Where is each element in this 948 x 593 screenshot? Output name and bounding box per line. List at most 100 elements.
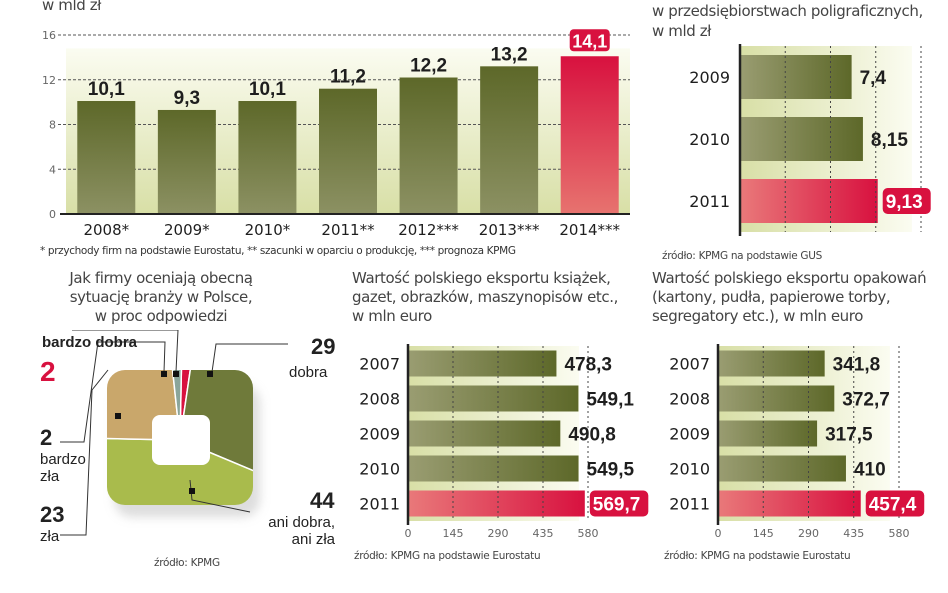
- survey-title-line-1: Jak firmy oceniają obecną: [69, 269, 253, 287]
- x-tick-label: 12: [914, 238, 928, 240]
- bar-value-label: 12,2: [410, 56, 447, 77]
- y-tick-label: 2011: [669, 495, 710, 514]
- survey-title-line-2: sytuację branży w Polsce,: [69, 288, 253, 306]
- books-chart: 0 145 290 435 580 2007 478,3 2008 549,1 2009 490,8…: [359, 344, 649, 540]
- label-dobra: dobra: [289, 364, 328, 381]
- books-title-line-1: Wartość polskiego eksportu książek,: [352, 269, 611, 287]
- bar: [408, 385, 579, 412]
- bar: [399, 77, 458, 214]
- label-bardzo-zla-2: zła: [40, 468, 60, 485]
- leader-bardzo-zla-top: [98, 341, 166, 373]
- x-tick-label: 145: [753, 527, 774, 540]
- poligraf-title-2: w mld zł: [652, 22, 712, 40]
- marker-ani: [189, 488, 195, 494]
- leader-ani: [189, 479, 251, 513]
- slice-bardzo-zla: [158, 370, 185, 441]
- x-tick-label: 9: [872, 238, 879, 240]
- marker-zla: [115, 413, 121, 419]
- y-tick-label: 0: [49, 208, 56, 221]
- y-tick-label: 16: [42, 29, 56, 42]
- y-tick-label: 2009: [669, 425, 710, 444]
- x-tick-label: 145: [443, 527, 464, 540]
- packaging-source: źródło: KPMG na podstawie Eurostatu: [664, 550, 851, 562]
- y-tick-label: 2009: [689, 68, 730, 87]
- x-tick-label: 290: [488, 527, 509, 540]
- bar-value-label: 410: [854, 460, 886, 481]
- x-tick-label: 2009*: [164, 221, 210, 239]
- label-bardzo-zla-1: bardzo: [40, 451, 86, 468]
- bar-value-label: 372,7: [842, 390, 890, 411]
- bar-value-label: 549,5: [587, 460, 635, 481]
- bar-value-label: 9,13: [886, 192, 923, 213]
- revenue-footnote: * przychody firm na podstawie Eurostatu,…: [40, 245, 516, 257]
- bar-value-label: 549,1: [586, 390, 634, 411]
- bar-value-label: 13,2: [491, 44, 528, 65]
- donut-hole: [152, 415, 210, 465]
- bar: [718, 385, 835, 412]
- y-tick-label: 2008: [669, 390, 710, 409]
- bar-value-label: 317,5: [825, 425, 873, 446]
- packaging-title-line-1: Wartość polskiego eksportu opakowań: [652, 269, 927, 287]
- y-tick-label: 2007: [359, 355, 400, 374]
- x-tick-label: 2013***: [479, 221, 540, 239]
- x-tick-label: 580: [889, 527, 910, 540]
- y-tick-label: 8: [49, 119, 56, 132]
- y-tick-label: 2007: [669, 355, 710, 374]
- y-tick-label: 2010: [669, 460, 710, 479]
- marker-bardzo-dobra: [173, 371, 179, 377]
- bar-value-label: 490,8: [568, 425, 616, 446]
- bar-value-label: 11,2: [330, 67, 366, 88]
- leader-zla: [60, 369, 109, 536]
- bar-value-label: 10,1: [88, 79, 125, 100]
- bar: [718, 420, 818, 447]
- value-zla: 23: [40, 502, 65, 527]
- marker-bardzo-zla: [161, 371, 167, 377]
- survey-title-line-3: w proc odpowiedzi: [94, 307, 228, 325]
- bar: [718, 455, 846, 482]
- books-source: źródło: KPMG na podstawie Eurostatu: [354, 550, 541, 562]
- x-tick-label: 0: [715, 527, 722, 540]
- slice-dobra: [179, 370, 253, 505]
- marker-dobra: [207, 371, 213, 377]
- bar-value-label: 457,4: [869, 495, 917, 516]
- x-tick-label: 290: [798, 527, 819, 540]
- label-ani-2: ani zła: [291, 531, 335, 548]
- bar: [718, 490, 861, 517]
- value-dobra: 29: [311, 334, 336, 359]
- bar-value-label: 9,3: [174, 88, 200, 109]
- label-ani-1: ani dobra,: [268, 514, 335, 531]
- bar-value-label: 7,4: [860, 68, 887, 89]
- x-tick-label: 0: [737, 238, 744, 240]
- y-tick-label: 2009: [359, 425, 400, 444]
- leader-bardzo-dobra: [72, 330, 179, 373]
- bar: [560, 56, 619, 214]
- value-badge: [569, 29, 610, 52]
- books-title-line-2: gazet, obrazków, maszynopisów etc.,: [352, 288, 618, 306]
- bar: [740, 117, 863, 161]
- bar: [77, 101, 136, 214]
- slice-zla: [107, 370, 181, 441]
- survey-title: Jak firmy oceniają obecną sytuację branż…: [36, 269, 286, 326]
- packaging-title-line-2: (kartony, pudła, papierowe torby,: [652, 288, 891, 306]
- bar-value-label: 8,15: [871, 130, 908, 151]
- y-tick-label: 2011: [359, 495, 400, 514]
- bar-value-label: 10,1: [249, 79, 286, 100]
- bar: [740, 179, 878, 223]
- bar-value-label: 478,3: [564, 355, 612, 376]
- bar: [408, 350, 557, 377]
- x-tick-label: 2014***: [559, 221, 620, 239]
- x-tick-label: 435: [843, 527, 864, 540]
- y-tick-label: 12: [42, 74, 56, 87]
- y-tick-label: 4: [49, 163, 56, 176]
- bar-value-label: 341,8: [833, 355, 881, 376]
- x-tick-label: 6: [827, 238, 834, 240]
- value-ani: 44: [310, 488, 335, 513]
- packaging-title: Wartość polskiego eksportu opakowań (kar…: [652, 269, 927, 326]
- x-tick-label: 2010*: [245, 221, 291, 239]
- poligraf-title: w przedsiębiorstwach poligraficznych,: [652, 2, 923, 20]
- x-tick-label: 0: [405, 527, 412, 540]
- value-badge: [882, 188, 931, 214]
- books-title-line-3: w mln euro: [352, 307, 432, 325]
- y-tick-label: 2011: [689, 192, 730, 211]
- x-tick-label: 2008*: [83, 221, 129, 239]
